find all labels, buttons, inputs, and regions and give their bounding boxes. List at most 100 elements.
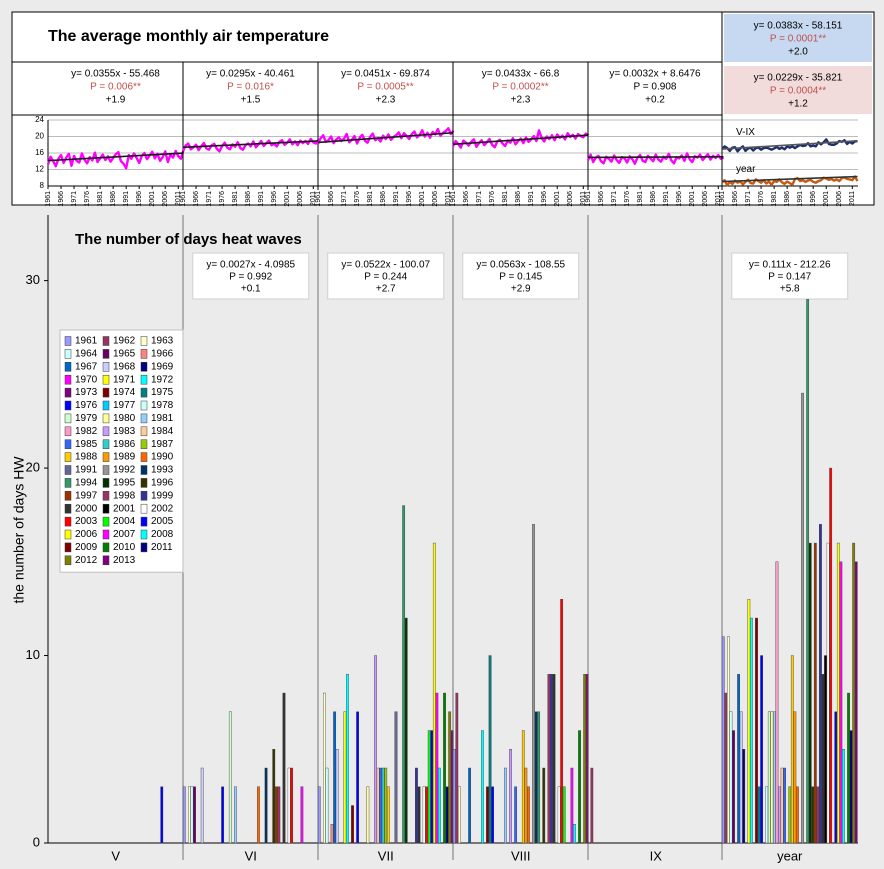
regression-p: P = 0.908: [634, 82, 677, 93]
legend-swatch: [64, 349, 72, 359]
legend-label: 1992: [113, 465, 136, 476]
bar: [562, 786, 566, 844]
legend-label: 2005: [151, 516, 174, 527]
legend-label: 1991: [75, 465, 98, 476]
bar: [821, 674, 825, 844]
bar: [732, 730, 735, 844]
regression-box: [724, 66, 872, 114]
legend-swatch: [140, 439, 148, 449]
legend-label: 1977: [113, 400, 136, 411]
legend-swatch: [64, 503, 72, 514]
bar: [438, 767, 441, 844]
legend-swatch: [64, 387, 72, 398]
bar: [160, 786, 164, 844]
x-tick-label: 2006: [567, 191, 574, 207]
bar: [760, 655, 764, 844]
regression-p: P = 0.0002**: [492, 82, 548, 93]
x-tick-label: 2006: [702, 191, 709, 207]
y-tick-label: 12: [35, 165, 44, 174]
bar: [767, 711, 771, 844]
x-tick-label: 1961: [315, 191, 322, 207]
legend-label: 2007: [113, 529, 136, 540]
bar: [323, 692, 326, 844]
legend-swatch: [140, 452, 148, 462]
legend-swatch: [102, 400, 110, 411]
bar: [402, 505, 406, 844]
legend-swatch: [102, 362, 110, 372]
bar: [415, 767, 418, 844]
bar: [430, 730, 434, 844]
regression-p: P = 0.244: [364, 272, 407, 283]
bar: [404, 617, 408, 844]
bar: [573, 824, 576, 844]
x-tick-label: 2011: [445, 191, 452, 206]
bar: [524, 767, 528, 844]
y-axis-label: the number of days HW: [11, 456, 27, 604]
bar: [188, 786, 191, 844]
bar: [356, 711, 360, 844]
x-tick-label: 2006: [162, 191, 169, 207]
bar: [228, 711, 232, 844]
y-tick-label: 10: [26, 647, 40, 662]
legend-label: 1986: [113, 439, 136, 450]
bar: [778, 786, 781, 844]
x-tick-label: 2001: [419, 191, 426, 207]
legend-swatch: [64, 555, 72, 566]
bar: [765, 786, 769, 844]
legend-swatch: [64, 478, 72, 488]
legend-label: 1969: [151, 361, 174, 372]
legend-swatch: [64, 374, 72, 385]
bar: [282, 692, 286, 844]
legend-label: 2006: [75, 529, 98, 540]
y-tick-label: 16: [35, 148, 44, 157]
x-tick-label: 2011: [580, 191, 587, 206]
bar: [755, 617, 758, 844]
bar: [808, 542, 812, 844]
legend-label: 1982: [75, 426, 98, 437]
x-tick-label: VI: [245, 848, 257, 863]
trend-line: [587, 155, 724, 159]
x-tick-label: 1976: [219, 191, 226, 207]
trend-line: [452, 134, 589, 146]
x-tick-label: 1966: [328, 191, 335, 207]
regression-change: +0.2: [645, 95, 665, 106]
legend-swatch: [102, 491, 110, 501]
legend-label: 1999: [151, 490, 174, 501]
bar: [721, 636, 725, 844]
bar: [557, 786, 561, 844]
x-tick-label: 1971: [476, 191, 483, 207]
bar: [847, 692, 850, 844]
bar: [486, 786, 489, 844]
legend-swatch: [102, 555, 110, 566]
legend-swatch: [140, 426, 148, 437]
x-tick-label: 2006: [432, 191, 439, 207]
x-tick-label: 2011: [849, 191, 856, 206]
x-tick-label: 2011: [175, 191, 182, 206]
x-tick-label: V: [111, 848, 120, 863]
bar: [425, 786, 429, 844]
y-tick-label: 20: [35, 132, 44, 141]
legend-label: 2001: [113, 503, 136, 514]
bar: [445, 786, 449, 844]
regression-p: P = 0.145: [499, 272, 542, 283]
trend-line: [317, 131, 454, 144]
bar: [750, 617, 753, 844]
y-tick-label: 30: [26, 272, 40, 287]
bar: [325, 767, 329, 844]
legend-label: 2011: [151, 542, 173, 553]
x-tick-label: 1991: [663, 191, 670, 207]
regression-p: P = 0.0001**: [770, 34, 826, 45]
x-tick-label: 2001: [284, 191, 291, 207]
legend-label: 1985: [75, 439, 98, 450]
legend-swatch: [102, 542, 110, 553]
bar: [583, 674, 587, 844]
regression-equation: y= 0.0563x - 108.55: [476, 260, 565, 271]
temperature-line: [721, 175, 859, 187]
legend-label: 2000: [75, 503, 98, 514]
regression-equation: y= 0.0451x - 69.874: [341, 69, 430, 80]
x-tick-label: 2006: [836, 191, 843, 207]
bar: [780, 767, 784, 844]
legend-label: 1966: [151, 349, 174, 360]
